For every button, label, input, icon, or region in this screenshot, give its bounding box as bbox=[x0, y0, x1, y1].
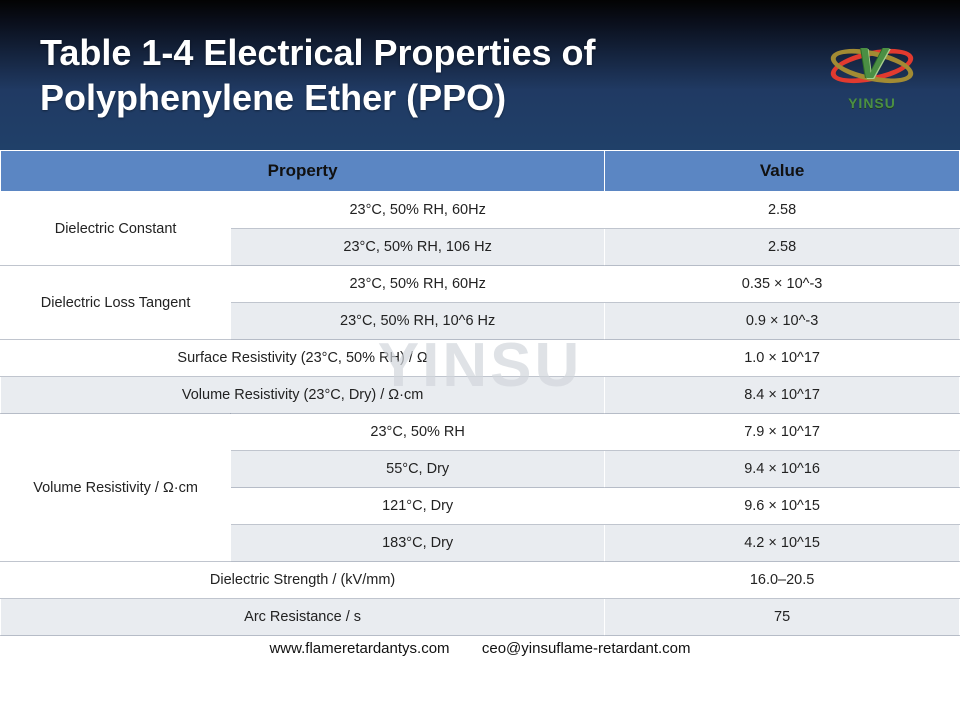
table-row: Dielectric Constant23°C, 50% RH, 60Hz2.5… bbox=[1, 192, 960, 229]
properties-table-wrap: Property Value Dielectric Constant23°C, … bbox=[0, 150, 960, 636]
cell-value: 2.58 bbox=[605, 192, 960, 229]
cell-property: Dielectric Loss Tangent bbox=[1, 266, 231, 340]
cell-condition: 55°C, Dry bbox=[231, 451, 605, 488]
cell-value: 4.2 × 10^15 bbox=[605, 525, 960, 562]
table-row: Arc Resistance / s75 bbox=[1, 599, 960, 636]
cell-value: 16.0–20.5 bbox=[605, 562, 960, 599]
cell-condition: 23°C, 50% RH, 106 Hz bbox=[231, 229, 605, 266]
logo-brand-text: YINSU bbox=[848, 95, 896, 111]
page-title: Table 1-4 Electrical Properties of Polyp… bbox=[40, 30, 800, 120]
table-header-row: Property Value bbox=[1, 151, 960, 192]
cell-value: 7.9 × 10^17 bbox=[605, 414, 960, 451]
cell-value: 9.4 × 10^16 bbox=[605, 451, 960, 488]
cell-property: Surface Resistivity (23°C, 50% RH) / Ω bbox=[1, 340, 605, 377]
table-row: Volume Resistivity / Ω·cm23°C, 50% RH7.9… bbox=[1, 414, 960, 451]
cell-condition: 23°C, 50% RH bbox=[231, 414, 605, 451]
cell-condition: 23°C, 50% RH, 60Hz bbox=[231, 192, 605, 229]
logo-mark: V bbox=[830, 39, 914, 93]
col-header-property: Property bbox=[1, 151, 605, 192]
table-row: Volume Resistivity (23°C, Dry) / Ω·cm8.4… bbox=[1, 377, 960, 414]
table-row: Dielectric Loss Tangent23°C, 50% RH, 60H… bbox=[1, 266, 960, 303]
logo-letter: V bbox=[857, 42, 886, 86]
cell-value: 75 bbox=[605, 599, 960, 636]
cell-value: 9.6 × 10^15 bbox=[605, 488, 960, 525]
cell-condition: 23°C, 50% RH, 60Hz bbox=[231, 266, 605, 303]
header-bar: Table 1-4 Electrical Properties of Polyp… bbox=[0, 0, 960, 150]
cell-value: 2.58 bbox=[605, 229, 960, 266]
col-header-value: Value bbox=[605, 151, 960, 192]
cell-property: Dielectric Constant bbox=[1, 192, 231, 266]
cell-property: Volume Resistivity (23°C, Dry) / Ω·cm bbox=[1, 377, 605, 414]
footer-url: www.flameretardantys.com bbox=[269, 640, 449, 657]
cell-property: Volume Resistivity / Ω·cm bbox=[1, 414, 231, 562]
footer: www.flameretardantys.com ceo@yinsuflame-… bbox=[0, 640, 960, 657]
cell-value: 8.4 × 10^17 bbox=[605, 377, 960, 414]
cell-value: 0.35 × 10^-3 bbox=[605, 266, 960, 303]
cell-value: 1.0 × 10^17 bbox=[605, 340, 960, 377]
cell-property: Dielectric Strength / (kV/mm) bbox=[1, 562, 605, 599]
cell-property: Arc Resistance / s bbox=[1, 599, 605, 636]
table-row: Surface Resistivity (23°C, 50% RH) / Ω1.… bbox=[1, 340, 960, 377]
cell-value: 0.9 × 10^-3 bbox=[605, 303, 960, 340]
cell-condition: 23°C, 50% RH, 10^6 Hz bbox=[231, 303, 605, 340]
table-row: Dielectric Strength / (kV/mm)16.0–20.5 bbox=[1, 562, 960, 599]
cell-condition: 121°C, Dry bbox=[231, 488, 605, 525]
footer-email: ceo@yinsuflame-retardant.com bbox=[482, 640, 691, 657]
properties-table: Property Value Dielectric Constant23°C, … bbox=[0, 150, 960, 636]
cell-condition: 183°C, Dry bbox=[231, 525, 605, 562]
brand-logo: V YINSU bbox=[812, 39, 932, 111]
